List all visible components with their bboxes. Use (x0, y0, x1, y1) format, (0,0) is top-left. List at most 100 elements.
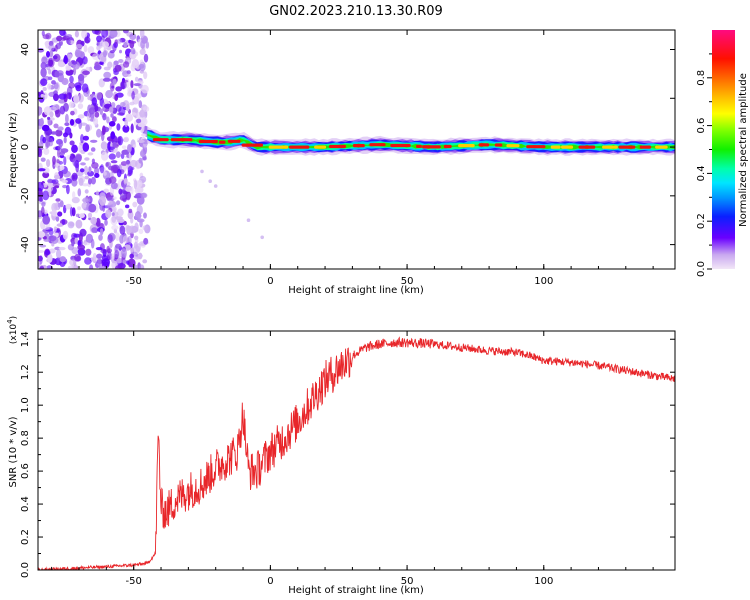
noise-blob (125, 103, 130, 112)
noise-blob (49, 111, 54, 118)
noise-blob (66, 184, 70, 195)
noise-blob (41, 124, 50, 132)
noise-blob (69, 206, 74, 217)
snr-ytick-label: 1.0 (20, 397, 31, 413)
noise-blob (127, 87, 133, 94)
noise-blob (125, 204, 130, 209)
noise-blob (52, 155, 56, 165)
noise-blob (130, 123, 134, 134)
noise-blob (78, 144, 83, 153)
noise-blob (59, 154, 65, 159)
ridge-core-segment (289, 145, 310, 149)
noise-blob (84, 257, 92, 265)
noise-blob (54, 70, 60, 78)
ridge-core-segment (618, 145, 636, 149)
noise-blob (72, 191, 76, 199)
noise-blob (123, 30, 129, 34)
noise-blob (127, 165, 134, 175)
noise-blob (103, 171, 107, 176)
noise-blob (41, 201, 46, 207)
noise-blob (118, 59, 124, 63)
ridge-core-segment (602, 145, 618, 149)
noise-blob (69, 119, 75, 126)
noise-blob (42, 171, 50, 179)
noise-blob (143, 237, 149, 245)
noise-blob (132, 201, 138, 208)
noise-blob (122, 124, 130, 133)
noise-blob (110, 160, 118, 164)
noise-blob (80, 162, 86, 166)
noise-blob (110, 113, 114, 118)
noise-blob (55, 232, 59, 238)
noise-blob (92, 252, 97, 261)
noise-blob (116, 38, 122, 44)
noise-blob (134, 76, 139, 82)
noise-blob (58, 160, 64, 165)
noise-blob (52, 55, 58, 60)
noise-blob (85, 124, 90, 133)
ridge-core-segment (526, 145, 546, 149)
noise-blob (112, 78, 117, 85)
noise-blob (85, 248, 92, 256)
spectrogram-xtick-label: -50 (126, 276, 142, 287)
noise-blob (65, 34, 72, 39)
noise-blob (115, 92, 124, 98)
noise-blob (131, 59, 140, 69)
noise-blob (105, 209, 112, 219)
ridge-core-segment (241, 143, 263, 147)
noise-blob (100, 141, 108, 150)
ridge-core-segment (578, 145, 596, 149)
noise-blob (96, 253, 103, 259)
noise-blob (61, 218, 66, 226)
colorbar-tick-label: 0.8 (696, 70, 707, 86)
noise-blob (61, 77, 69, 86)
noise-blob (57, 126, 64, 131)
spectrogram-ytick-label: -40 (20, 236, 31, 252)
noise-blob (47, 116, 51, 120)
tail-point (260, 235, 265, 240)
noise-blob (38, 168, 46, 172)
noise-blob (142, 106, 150, 112)
noise-blob (133, 195, 140, 199)
noise-blob (125, 190, 131, 201)
noise-blob (96, 45, 101, 51)
noise-blob (38, 255, 43, 262)
noise-blob (40, 157, 46, 162)
snr-frame (37, 330, 676, 571)
noise-blob (126, 144, 132, 153)
noise-blob (55, 129, 63, 137)
noise-blob (91, 227, 98, 233)
ridge-core-segment (416, 144, 422, 148)
noise-blob (111, 212, 115, 217)
noise-blob (79, 168, 85, 173)
noise-blob (115, 151, 121, 158)
noise-blob (143, 212, 147, 219)
noise-blob (129, 33, 137, 40)
noise-region (38, 30, 151, 269)
noise-blob (77, 175, 86, 184)
noise-blob (93, 64, 102, 71)
noise-blob (127, 235, 132, 245)
noise-blob (83, 44, 88, 53)
snr-xtick-label: 50 (401, 576, 414, 587)
noise-blob (109, 50, 115, 54)
noise-blob (74, 159, 80, 169)
noise-blob (56, 223, 64, 227)
noise-blob (86, 112, 91, 122)
noise-blob (44, 249, 51, 256)
noise-blob (70, 110, 75, 116)
noise-blob (91, 30, 100, 35)
ridge-core-segment (152, 138, 169, 142)
noise-blob (137, 139, 145, 143)
snr-ylabel: SNR (10 * v/v) (8, 416, 19, 487)
noise-blob (82, 142, 90, 152)
noise-blob (100, 248, 108, 254)
noise-blob (115, 86, 123, 92)
noise-blob (55, 198, 61, 202)
noise-blob (63, 156, 67, 166)
noise-blob (111, 225, 119, 231)
noise-blob (77, 114, 85, 119)
noise-blob (112, 141, 117, 148)
noise-blob (90, 147, 96, 152)
noise-blob (63, 31, 67, 37)
